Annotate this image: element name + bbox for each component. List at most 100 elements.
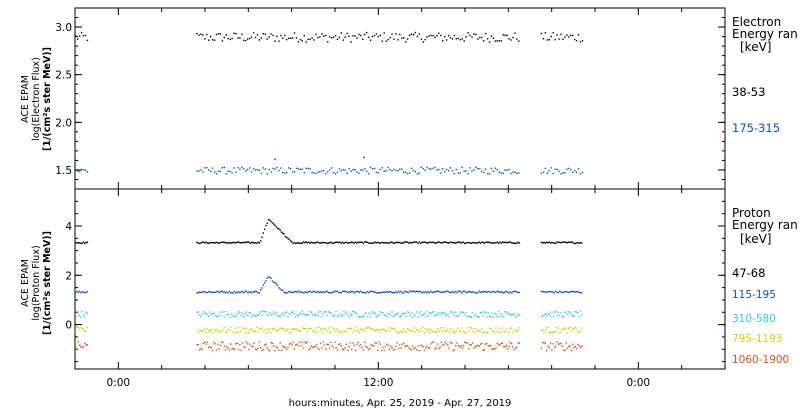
data-point bbox=[208, 315, 210, 317]
data-point bbox=[442, 168, 444, 170]
data-point bbox=[351, 315, 353, 317]
data-point bbox=[269, 350, 271, 352]
data-point bbox=[358, 33, 360, 36]
data-point bbox=[382, 328, 384, 330]
data-point bbox=[568, 345, 570, 348]
data-point bbox=[387, 327, 389, 329]
data-point bbox=[490, 242, 492, 244]
data-point bbox=[357, 241, 359, 243]
data-point bbox=[491, 312, 493, 315]
data-point bbox=[492, 37, 495, 39]
data-point bbox=[406, 173, 409, 175]
data-point bbox=[226, 346, 228, 348]
data-point bbox=[221, 167, 224, 169]
data-point bbox=[283, 328, 285, 330]
data-point bbox=[405, 316, 407, 318]
data-point bbox=[573, 346, 575, 349]
data-point bbox=[319, 291, 322, 293]
data-point bbox=[214, 330, 216, 332]
data-point bbox=[387, 291, 389, 294]
data-point bbox=[312, 242, 314, 244]
data-point bbox=[487, 345, 489, 347]
data-point bbox=[438, 241, 440, 243]
data-point bbox=[263, 329, 266, 331]
data-point bbox=[229, 38, 231, 41]
data-point bbox=[460, 345, 462, 347]
data-point bbox=[378, 341, 380, 343]
data-point bbox=[475, 166, 477, 169]
data-point bbox=[197, 329, 199, 331]
data-point bbox=[453, 315, 456, 317]
data-point bbox=[410, 331, 413, 333]
data-point bbox=[75, 330, 77, 333]
data-point bbox=[233, 167, 235, 169]
data-point bbox=[196, 311, 198, 313]
electron-legend: Electron Energy ran [keV] bbox=[732, 15, 798, 54]
data-point bbox=[321, 316, 323, 318]
data-point bbox=[235, 332, 237, 334]
data-point bbox=[490, 35, 493, 37]
data-point bbox=[466, 327, 469, 329]
data-point bbox=[378, 292, 380, 294]
x-tick-label: 12:00 bbox=[363, 377, 393, 389]
data-point bbox=[477, 291, 479, 294]
x-tick-label: 0:00 bbox=[627, 377, 651, 389]
data-point bbox=[552, 242, 554, 244]
data-point bbox=[237, 37, 239, 39]
data-point bbox=[206, 33, 208, 36]
data-point bbox=[344, 330, 346, 333]
data-point bbox=[223, 345, 225, 348]
data-point bbox=[542, 242, 544, 244]
data-point bbox=[475, 345, 478, 347]
data-point bbox=[500, 331, 502, 334]
data-point bbox=[409, 290, 411, 292]
data-point bbox=[475, 292, 478, 294]
data-point bbox=[382, 312, 384, 314]
data-point bbox=[348, 316, 350, 318]
data-point bbox=[548, 347, 550, 349]
data-point bbox=[470, 316, 472, 318]
data-point bbox=[388, 348, 391, 350]
data-point bbox=[491, 291, 493, 293]
data-point bbox=[540, 347, 543, 349]
data-point bbox=[235, 33, 237, 35]
data-point bbox=[401, 242, 404, 244]
data-point bbox=[481, 170, 483, 173]
data-point bbox=[473, 169, 475, 171]
data-point bbox=[447, 328, 449, 330]
data-point bbox=[289, 342, 292, 345]
data-point bbox=[451, 38, 454, 40]
data-point bbox=[230, 343, 232, 345]
data-point bbox=[566, 291, 569, 293]
data-point bbox=[273, 223, 275, 225]
data-point bbox=[553, 347, 556, 349]
data-point bbox=[570, 241, 573, 243]
data-point bbox=[560, 291, 562, 293]
data-point bbox=[560, 331, 562, 333]
x-tick-label: 0:00 bbox=[107, 377, 131, 389]
data-point bbox=[555, 345, 557, 347]
data-point bbox=[443, 312, 445, 314]
data-point bbox=[364, 341, 366, 343]
data-point bbox=[206, 242, 209, 244]
data-point bbox=[561, 345, 563, 347]
data-point bbox=[198, 331, 201, 333]
data-point bbox=[391, 170, 393, 172]
data-point bbox=[466, 342, 469, 345]
data-point bbox=[473, 347, 475, 349]
data-point bbox=[250, 345, 253, 348]
data-point bbox=[310, 327, 313, 329]
data-point bbox=[346, 172, 348, 174]
data-point bbox=[291, 344, 293, 346]
data-point bbox=[305, 327, 307, 330]
data-point bbox=[364, 314, 366, 316]
data-point bbox=[497, 310, 500, 313]
data-point bbox=[311, 37, 313, 39]
data-point bbox=[354, 326, 357, 329]
data-point bbox=[503, 316, 505, 318]
data-point bbox=[221, 314, 223, 316]
data-point bbox=[215, 315, 218, 318]
data-point bbox=[377, 172, 380, 174]
data-point bbox=[338, 291, 340, 294]
data-point bbox=[422, 241, 424, 243]
